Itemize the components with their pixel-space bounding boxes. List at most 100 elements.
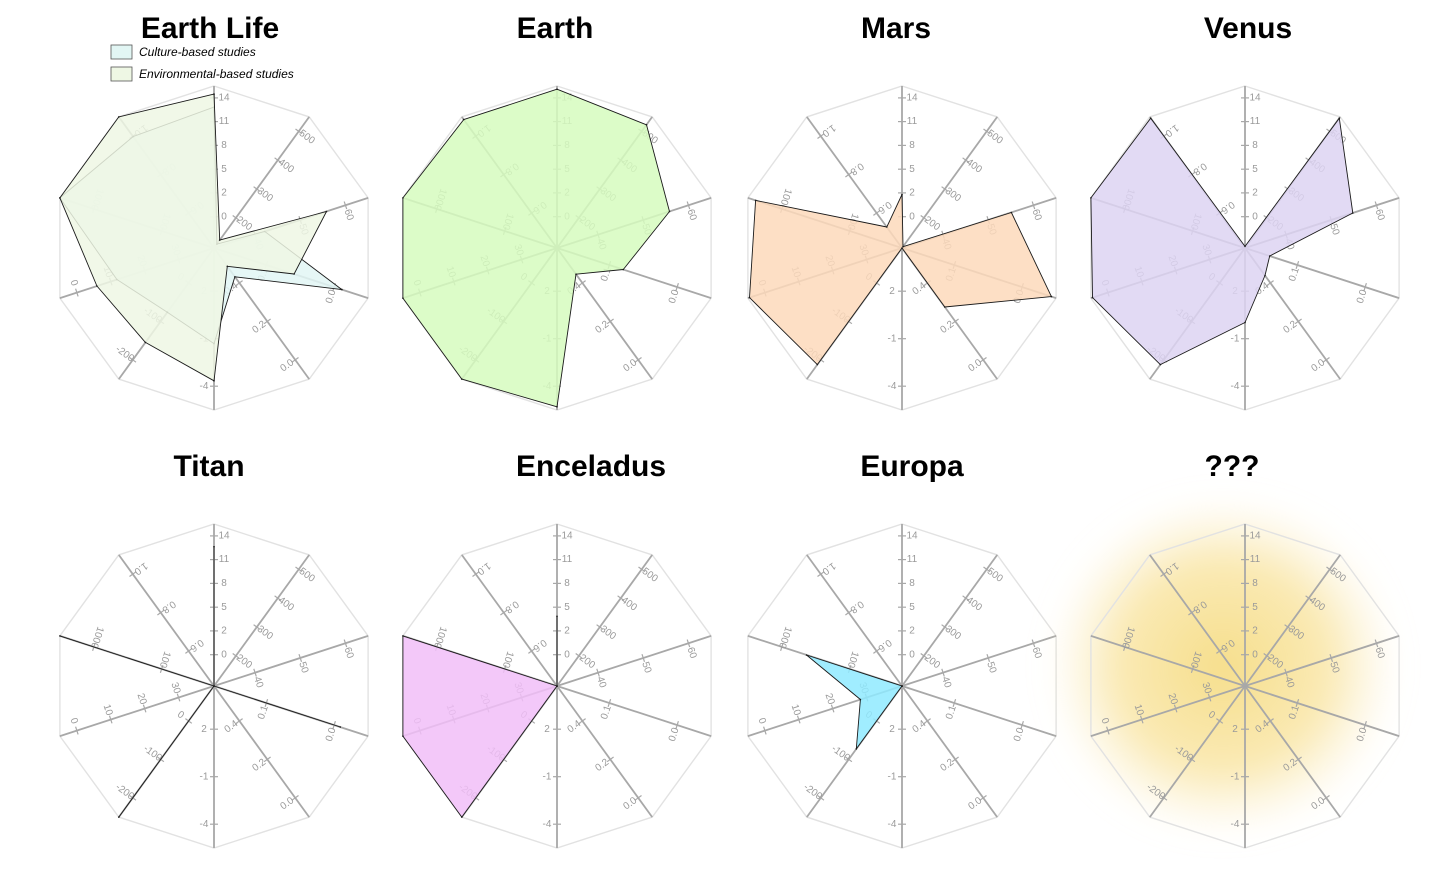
data-point (556, 685, 558, 687)
tick-label: 0 (1099, 717, 1111, 726)
axis-spoke (1090, 635, 1246, 687)
axis-tick (817, 571, 825, 577)
tick-label: 0 (909, 649, 915, 660)
tick-label: 60 (685, 208, 699, 222)
axis-spoke (461, 554, 558, 687)
axis-tick (817, 133, 825, 139)
tick-label: 40 (939, 675, 953, 689)
tick-label: -4 (888, 381, 897, 392)
tick-label: -4 (543, 819, 552, 830)
data-point (556, 406, 558, 408)
data-point (645, 124, 648, 126)
tick-label: -200 (113, 344, 136, 365)
axis-tick (1173, 704, 1178, 713)
panel-title: Venus (1204, 12, 1292, 45)
axis-tick (528, 648, 536, 654)
axis-tick (596, 624, 604, 630)
axis-tick (578, 280, 586, 286)
tick-label: 0.0 (621, 795, 639, 812)
axis-spoke (1244, 247, 1400, 299)
axis-tick (873, 210, 881, 216)
axis-tick (1207, 693, 1212, 702)
tick-label: 100 (157, 650, 173, 670)
tick-label: 0.8 (1191, 160, 1209, 177)
axis-spoke (556, 554, 653, 687)
data-point (556, 88, 558, 90)
axis-tick (291, 357, 299, 363)
axis-tick (830, 704, 835, 713)
axis-tick (235, 718, 243, 724)
tick-label: 8 (564, 578, 570, 589)
tick-label: 0.8 (160, 598, 178, 615)
tick-label: 0 (756, 717, 768, 726)
tick-label: -4 (1231, 819, 1240, 830)
legend-swatch (110, 66, 133, 82)
tick-label: 0.1 (944, 704, 959, 721)
data-point (886, 226, 888, 228)
axis-tick (253, 186, 261, 192)
tick-label: 0.6 (187, 637, 205, 654)
axis-tick (634, 795, 642, 801)
axis-tick (1322, 357, 1330, 363)
tick-label: 50 (984, 661, 998, 675)
radar-panel-unknown: 025811142003004005004050600.10.00.40.20.… (1048, 450, 1400, 849)
tick-label: 2 (221, 188, 227, 199)
data-point (1352, 212, 1354, 214)
tick-label: 60 (342, 646, 356, 660)
tick-label: -1 (1231, 333, 1240, 344)
tick-label: 0.1 (1287, 266, 1302, 283)
axis-spoke (1090, 685, 1246, 737)
tick-label: 40 (1282, 675, 1296, 689)
tick-label: 50 (1327, 223, 1341, 237)
tick-label: 2 (889, 724, 895, 735)
tick-label: 0.2 (938, 757, 956, 774)
tick-label: 0.2 (250, 319, 268, 336)
axis-spoke (1244, 635, 1400, 687)
axis-spoke (556, 685, 712, 737)
axis-tick (1295, 699, 1300, 707)
mystery-glow (1048, 496, 1398, 836)
tick-label: 10 (101, 703, 115, 717)
tick-label: 2 (1252, 626, 1258, 637)
axis-tick (263, 318, 271, 325)
axis-tick (1139, 715, 1144, 724)
tick-label: 30 (1199, 681, 1213, 695)
tick-label: 0.6 (875, 199, 893, 216)
tick-label: -100 (829, 743, 852, 764)
axis-tick (1031, 639, 1036, 648)
axis-tick (1284, 624, 1292, 630)
data-point (901, 193, 903, 196)
axis-tick (1190, 665, 1195, 673)
axis-tick (176, 693, 181, 702)
data-point (213, 380, 215, 382)
tick-label: 2 (909, 188, 915, 199)
tick-label: 0.0 (667, 726, 682, 743)
axis-tick (295, 128, 303, 135)
axis-tick (253, 668, 257, 677)
tick-label: 5 (909, 602, 915, 613)
legend-swatch (110, 44, 133, 60)
tick-label: 60 (342, 208, 356, 222)
axis-tick (1322, 795, 1330, 801)
axis-spoke (213, 116, 310, 249)
series-area-environmental-based-studies (59, 93, 327, 382)
axis-tick (675, 283, 679, 292)
tick-label: 0 (1252, 211, 1258, 222)
axis-tick (1123, 642, 1127, 651)
legend: Culture-based studies Environmental-based… (110, 44, 294, 82)
axis-tick (638, 566, 646, 573)
axis-tick (129, 571, 137, 577)
tick-label: 0 (1252, 649, 1258, 660)
axis-tick (1305, 595, 1313, 601)
data-point (902, 245, 904, 248)
tick-label: 0 (68, 717, 80, 726)
panel-title: Earth Life (141, 12, 279, 45)
tick-label: 11 (1250, 116, 1261, 127)
tick-label: 0.4 (911, 718, 929, 735)
radar-panel-earth: 025811142003004005004050600.10.00.40.20.… (402, 12, 712, 411)
tick-label: 10 (789, 703, 803, 717)
tick-label: 2 (909, 626, 915, 637)
tick-label: 2 (544, 724, 550, 735)
tick-label: 2 (564, 626, 570, 637)
